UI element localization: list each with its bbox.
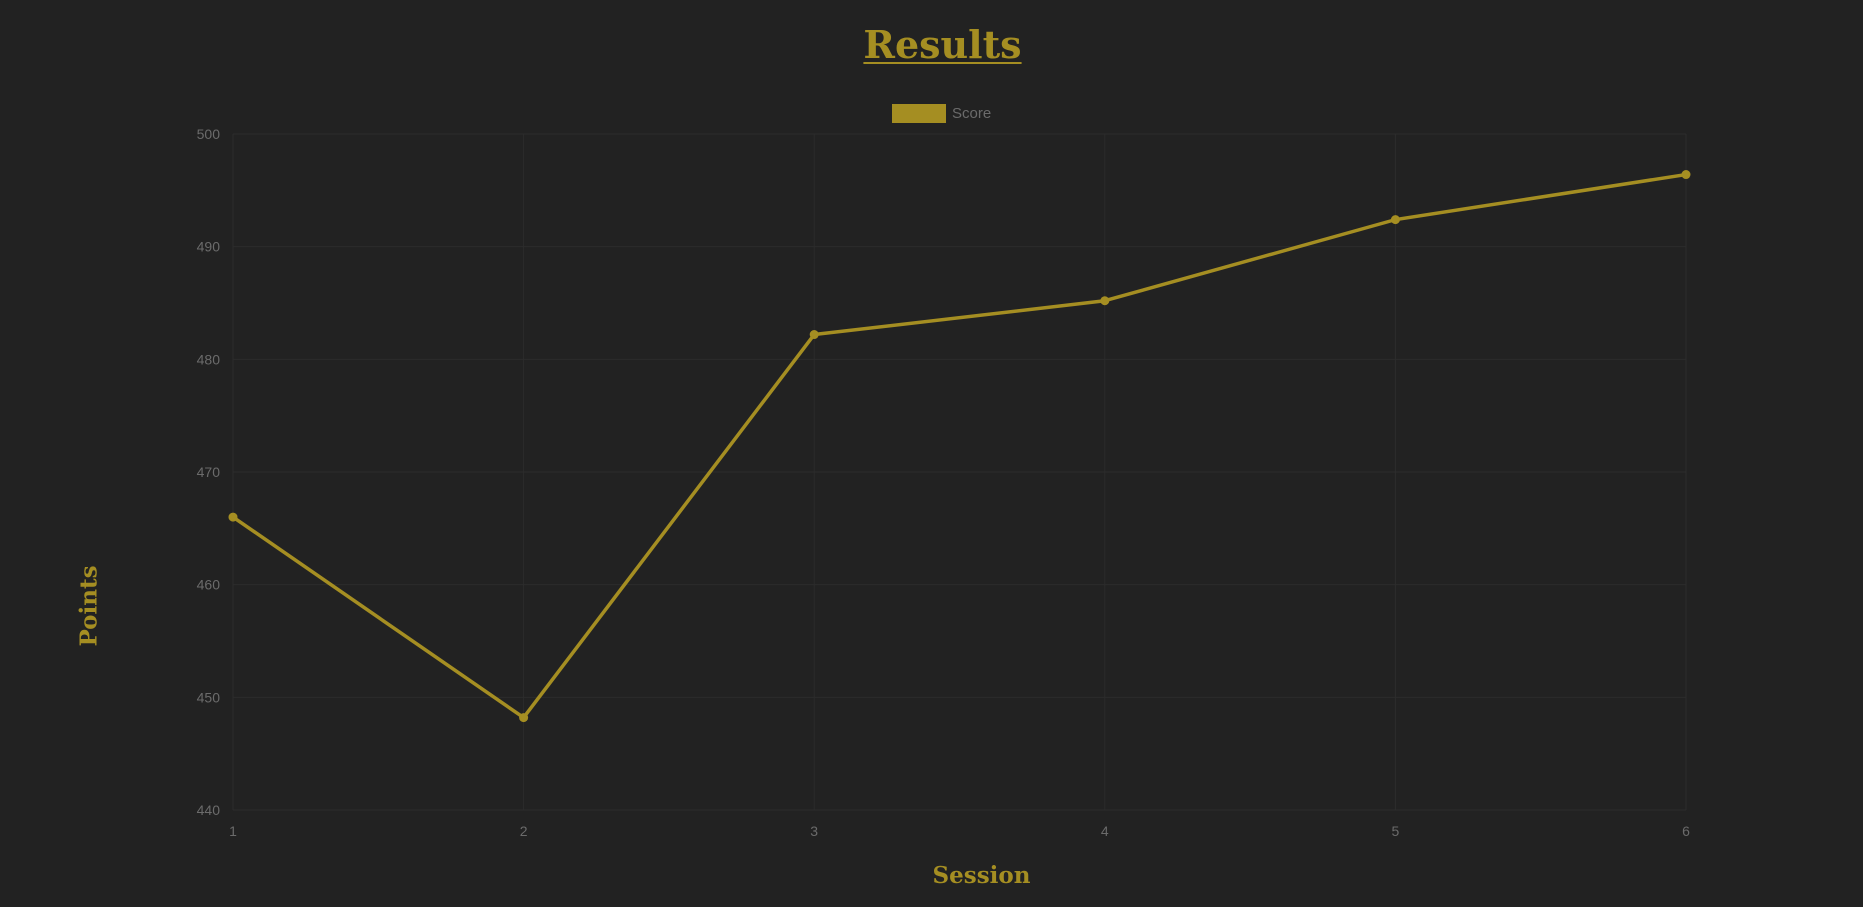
x-tick-label: 3 (810, 823, 818, 839)
data-point (1100, 296, 1110, 306)
series-line-score (231, 172, 1688, 720)
x-tick-label: 4 (1101, 823, 1109, 839)
y-tick-label: 460 (197, 577, 221, 593)
x-axis-title: Session (932, 862, 1031, 889)
y-tick-label: 470 (197, 464, 221, 480)
chart-title: Results (863, 22, 1022, 67)
y-axis-title: Points (75, 565, 103, 647)
x-tick-label: 6 (1682, 823, 1690, 839)
y-tick-label: 500 (197, 126, 221, 142)
y-tick-label: 490 (197, 239, 221, 255)
legend-swatch-score (892, 104, 946, 123)
y-tick-label: 450 (197, 689, 221, 705)
legend[interactable]: Score (892, 104, 991, 123)
y-tick-label: 480 (197, 351, 221, 367)
x-tick-label: 2 (520, 823, 528, 839)
y-tick-label: 440 (197, 802, 221, 818)
data-point (809, 330, 819, 340)
x-tick-label: 1 (229, 823, 237, 839)
data-point (519, 713, 529, 723)
data-point (1390, 215, 1400, 225)
data-point (1681, 170, 1691, 180)
x-tick-label: 5 (1392, 823, 1400, 839)
legend-label-score: Score (952, 105, 992, 122)
data-point (228, 512, 238, 522)
